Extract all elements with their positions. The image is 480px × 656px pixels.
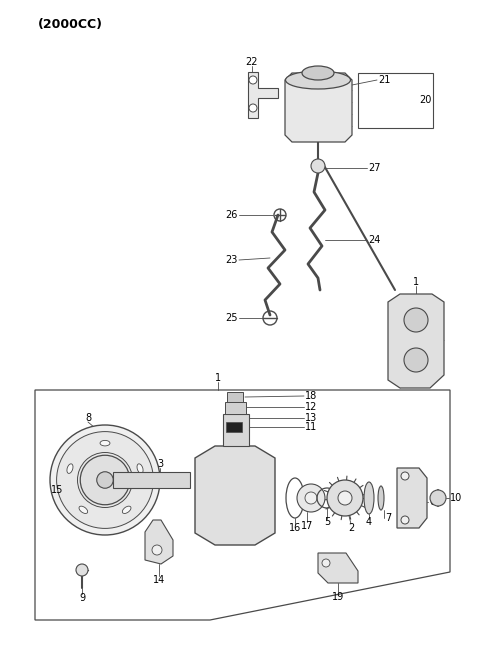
Circle shape (311, 159, 325, 173)
Text: 27: 27 (368, 163, 381, 173)
Circle shape (297, 484, 325, 512)
Text: 12: 12 (305, 402, 317, 412)
Polygon shape (318, 553, 358, 583)
Bar (358, 73, 433, 128)
Circle shape (76, 564, 88, 576)
Text: 20: 20 (420, 95, 432, 105)
Ellipse shape (378, 486, 384, 510)
Ellipse shape (67, 464, 73, 474)
Text: 25: 25 (226, 313, 238, 323)
Text: 1: 1 (215, 373, 221, 383)
Text: 15: 15 (50, 485, 63, 495)
Ellipse shape (79, 506, 88, 514)
Bar (225, 402, 246, 414)
Polygon shape (248, 72, 278, 118)
Circle shape (305, 492, 317, 504)
Polygon shape (195, 446, 275, 545)
Circle shape (322, 559, 330, 567)
Bar (227, 392, 243, 402)
Circle shape (97, 472, 113, 488)
Ellipse shape (364, 482, 374, 514)
Polygon shape (397, 468, 427, 528)
Circle shape (430, 490, 446, 506)
Text: 7: 7 (385, 513, 391, 523)
Text: 9: 9 (79, 593, 85, 603)
Bar (223, 414, 249, 446)
Text: 23: 23 (226, 255, 238, 265)
Text: 24: 24 (368, 235, 380, 245)
Text: 17: 17 (301, 521, 313, 531)
Circle shape (80, 455, 130, 504)
Circle shape (401, 472, 409, 480)
Text: 22: 22 (246, 57, 258, 67)
Text: 11: 11 (305, 422, 317, 432)
Bar (226, 422, 242, 432)
Text: 3: 3 (157, 459, 163, 469)
Circle shape (338, 491, 352, 505)
Polygon shape (113, 472, 190, 488)
Ellipse shape (122, 506, 131, 514)
Ellipse shape (100, 440, 110, 446)
Circle shape (249, 76, 257, 84)
Circle shape (249, 104, 257, 112)
Text: 14: 14 (153, 575, 165, 585)
Text: 6: 6 (429, 497, 435, 507)
Text: 26: 26 (226, 210, 238, 220)
Text: 19: 19 (332, 592, 344, 602)
Ellipse shape (286, 71, 350, 89)
Ellipse shape (137, 464, 143, 474)
Text: 4: 4 (366, 517, 372, 527)
Text: 5: 5 (324, 517, 330, 527)
Text: 18: 18 (305, 391, 317, 401)
Polygon shape (388, 294, 444, 388)
Text: (2000CC): (2000CC) (38, 18, 103, 31)
Text: 2: 2 (348, 523, 354, 533)
Polygon shape (145, 520, 173, 564)
Polygon shape (285, 73, 352, 142)
Circle shape (404, 308, 428, 332)
Text: 8: 8 (85, 413, 91, 423)
Circle shape (404, 348, 428, 372)
Text: 1: 1 (413, 277, 419, 287)
Circle shape (50, 425, 160, 535)
Circle shape (152, 545, 162, 555)
Text: 21: 21 (378, 75, 390, 85)
Text: 13: 13 (305, 413, 317, 423)
Ellipse shape (302, 66, 334, 80)
Circle shape (57, 432, 154, 528)
Text: 16: 16 (289, 523, 301, 533)
Circle shape (401, 516, 409, 524)
Circle shape (327, 480, 363, 516)
Text: 10: 10 (450, 493, 462, 503)
